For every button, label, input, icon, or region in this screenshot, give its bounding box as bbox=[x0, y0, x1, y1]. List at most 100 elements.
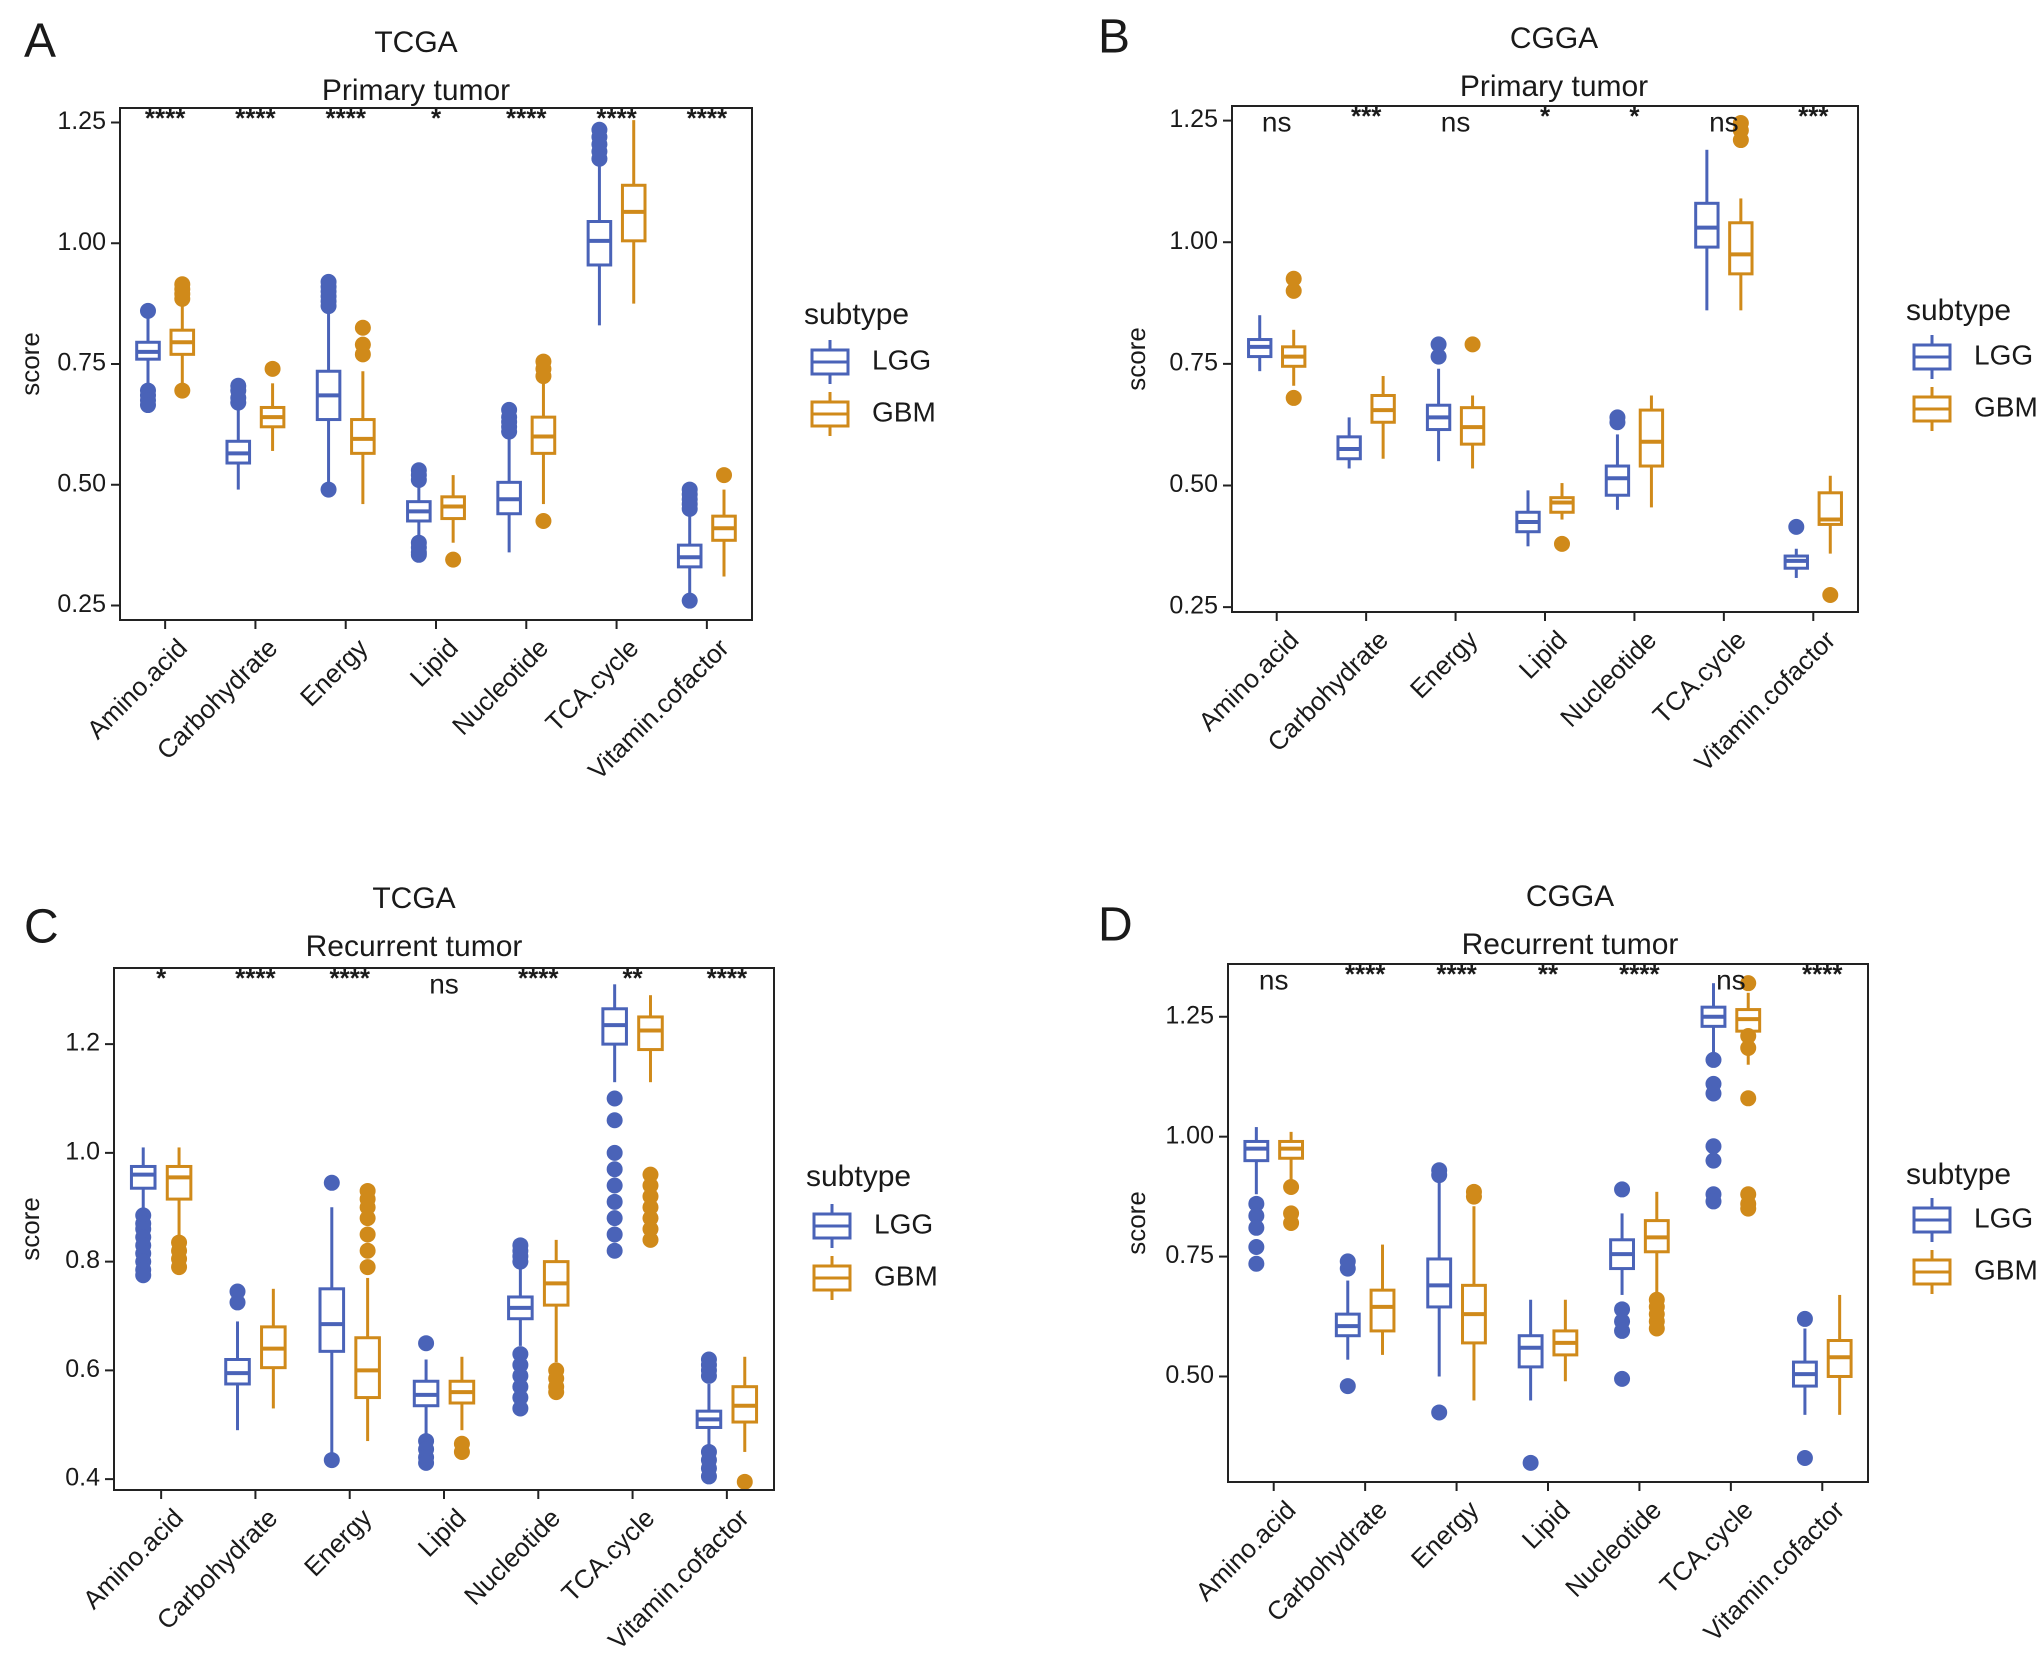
box-lgg-amino-acid bbox=[1243, 1127, 1270, 1272]
y-tick-label: 0.75 bbox=[1169, 348, 1218, 376]
outlier-point bbox=[1796, 1450, 1813, 1467]
box-gbm-carbohydrate bbox=[259, 360, 286, 451]
box-lgg-energy bbox=[1425, 336, 1452, 462]
box-gbm-nucleotide bbox=[542, 1239, 570, 1401]
significance-label: * bbox=[1629, 101, 1640, 131]
y-tick-label: 0.50 bbox=[1165, 1361, 1214, 1389]
plot-frame bbox=[1231, 105, 1859, 613]
y-tick-label: 1.2 bbox=[65, 1029, 100, 1057]
box-gbm-lipid bbox=[448, 1356, 476, 1460]
box-gbm-vitamin-cofactor bbox=[1826, 1294, 1853, 1415]
box-lgg-tca-cycle bbox=[1694, 149, 1720, 311]
box-gbm-amino-acid bbox=[169, 276, 196, 399]
x-tick-label: Nucleotide bbox=[1554, 625, 1662, 733]
outlier-point bbox=[1740, 1039, 1757, 1056]
box-gbm-lipid bbox=[1552, 1299, 1579, 1382]
box-lgg-lipid bbox=[412, 1335, 440, 1471]
panel-letter: D bbox=[1098, 899, 1133, 952]
outlier-point bbox=[1285, 282, 1302, 299]
box-lgg-carbohydrate bbox=[1336, 417, 1362, 469]
legend-label: GBM bbox=[1974, 1254, 2038, 1285]
legend-title: subtype bbox=[806, 1160, 911, 1193]
box-gbm-amino-acid bbox=[1281, 270, 1307, 406]
outlier-point bbox=[1553, 535, 1570, 552]
outlier-point bbox=[1614, 1181, 1631, 1198]
box-gbm-tca-cycle bbox=[620, 120, 647, 304]
y-tick-label: 0.50 bbox=[1169, 470, 1218, 498]
outlier-point bbox=[1740, 975, 1757, 992]
box-gbm-nucleotide bbox=[1638, 395, 1665, 508]
outlier-point bbox=[1465, 1183, 1482, 1200]
x-tick-label: Lipid bbox=[404, 633, 464, 693]
panel-letter: C bbox=[24, 901, 59, 954]
outlier-point bbox=[410, 462, 427, 479]
outlier-point bbox=[1740, 1027, 1757, 1044]
box-lgg-tca-cycle bbox=[601, 984, 628, 1259]
outlier-point bbox=[1522, 1454, 1539, 1471]
outlier-point bbox=[174, 382, 191, 399]
y-tick-label: 0.6 bbox=[65, 1355, 100, 1383]
chart-subtitle: Recurrent tumor bbox=[1462, 928, 1679, 961]
outlier-point bbox=[606, 1242, 623, 1259]
legend-label: LGG bbox=[874, 1208, 933, 1239]
panel-a: A TCGA Primary tumor score 0.25 0.50 0.75 1.00 1… bbox=[15, 15, 936, 786]
box-iqr bbox=[1638, 408, 1665, 468]
plot-frame bbox=[113, 967, 775, 1491]
outlier-point bbox=[418, 1335, 435, 1352]
significance-label: ns bbox=[1259, 964, 1289, 995]
box-gbm-tca-cycle bbox=[1728, 115, 1754, 311]
box-gbm-amino-acid bbox=[1278, 1131, 1305, 1231]
legend: subtype LGG GBM bbox=[804, 298, 936, 436]
legend: subtype LGG GBM bbox=[806, 1160, 938, 1300]
box-lgg-amino-acid bbox=[129, 1147, 157, 1284]
x-tick-label: Lipid bbox=[412, 1503, 472, 1563]
outlier-point bbox=[264, 360, 281, 377]
outlier-point bbox=[1822, 586, 1839, 603]
outlier-point bbox=[1614, 1301, 1631, 1318]
outlier-point bbox=[1283, 1215, 1300, 1231]
y-axis-label: score bbox=[15, 332, 45, 396]
box-lgg-amino-acid bbox=[135, 302, 161, 414]
significance-label: ns bbox=[1709, 106, 1739, 137]
box-iqr bbox=[1817, 491, 1843, 526]
chart-title: CGGA bbox=[1510, 22, 1598, 55]
box-iqr bbox=[350, 418, 376, 455]
x-tick-label: Energy bbox=[1404, 625, 1483, 704]
box-lgg-vitamin-cofactor bbox=[1783, 518, 1809, 578]
y-tick-label: 1.25 bbox=[1165, 1001, 1214, 1029]
significance-label: ns bbox=[1716, 964, 1746, 995]
legend-label: LGG bbox=[1974, 1202, 2033, 1233]
box-gbm-lipid bbox=[1549, 483, 1575, 552]
outlier-point bbox=[736, 1473, 753, 1490]
y-tick-label: 1.25 bbox=[57, 107, 106, 135]
outlier-point bbox=[591, 121, 608, 138]
plot-frame bbox=[119, 107, 753, 621]
box-lgg-energy bbox=[315, 273, 342, 498]
chart-subtitle: Recurrent tumor bbox=[306, 930, 523, 963]
outlier-point bbox=[716, 467, 733, 484]
y-tick-label: 1.0 bbox=[65, 1137, 100, 1165]
outlier-point bbox=[1248, 1207, 1265, 1224]
outlier-point bbox=[453, 1443, 470, 1460]
outlier-point bbox=[1431, 1404, 1448, 1421]
x-tick-label: Lipid bbox=[1516, 1495, 1576, 1555]
box-gbm-carbohydrate bbox=[1369, 1244, 1396, 1355]
outlier-point bbox=[606, 1144, 623, 1161]
box-lgg-energy bbox=[1426, 1162, 1453, 1421]
outlier-point bbox=[535, 353, 552, 370]
outlier-point bbox=[681, 481, 698, 498]
outlier-point bbox=[230, 377, 247, 394]
box-gbm-energy bbox=[350, 319, 376, 505]
outlier-point bbox=[1339, 1378, 1356, 1395]
panel-letter: B bbox=[1098, 11, 1130, 64]
outlier-point bbox=[1788, 518, 1805, 535]
legend-label: LGG bbox=[1974, 339, 2033, 370]
y-tick-label: 0.25 bbox=[57, 590, 106, 618]
outlier-point bbox=[354, 336, 371, 353]
outlier-point bbox=[354, 319, 371, 336]
outlier-point bbox=[1732, 132, 1749, 149]
box-iqr bbox=[637, 1015, 664, 1052]
box-iqr bbox=[129, 1164, 157, 1190]
box-lgg-nucleotide bbox=[496, 401, 522, 553]
